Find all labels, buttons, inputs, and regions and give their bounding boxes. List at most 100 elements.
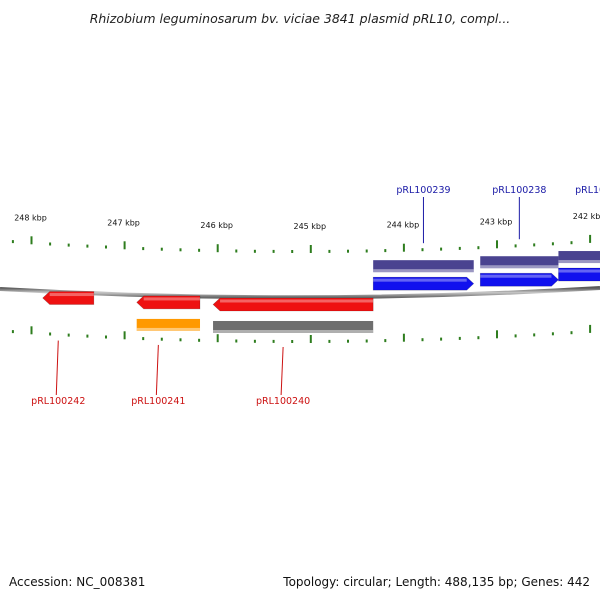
ruler-tick <box>160 337 163 341</box>
gene-arrow-highlight <box>143 297 201 301</box>
ruler-tick <box>347 249 349 253</box>
accession-text: Accession: NC_008381 <box>9 575 145 589</box>
feature-bar-prl100240 <box>213 320 374 333</box>
gene-arrow-prl100241[interactable] <box>136 295 201 310</box>
gene-arrow-prl100242[interactable] <box>42 291 95 305</box>
ruler-tick <box>421 338 424 342</box>
ruler-tick <box>272 249 275 253</box>
ruler-tick <box>123 241 126 250</box>
ruler-tick <box>123 331 126 340</box>
ruler-tick <box>216 334 219 343</box>
ruler-tick <box>384 249 387 253</box>
ruler-tick <box>309 245 312 253</box>
ruler-label-248: 248 kbp <box>14 213 47 222</box>
feature-bar-prl100241 <box>136 318 201 331</box>
ruler-label-245: 245 kbp <box>293 222 326 231</box>
ruler-tick <box>179 338 182 342</box>
ruler-tick <box>67 333 70 337</box>
ruler-tick <box>105 245 107 249</box>
ruler-tick <box>421 248 424 252</box>
ruler-tick <box>11 330 14 334</box>
feature-bar-prl100239 <box>373 260 474 273</box>
ruler-tick <box>49 332 52 336</box>
ruler-tick <box>198 338 201 342</box>
ruler-tick <box>253 249 256 253</box>
ruler-labels: 248 kbp 247 kbp 246 kbp 245 kbp 244 kbp 243 k… <box>14 212 600 231</box>
ruler-tick <box>477 336 480 340</box>
ruler-label-243: 243 kbp <box>480 217 513 226</box>
feature-bar-prl100238 <box>480 256 559 269</box>
ruler-tick <box>105 335 107 339</box>
ruler-tick <box>514 244 517 248</box>
gene-arrow-highlight <box>49 293 94 297</box>
gene-label-prl100241[interactable]: pRL100241 <box>131 396 185 407</box>
ruler-tick <box>533 243 536 247</box>
ruler-tick <box>589 234 592 243</box>
ruler-tick <box>67 243 70 247</box>
ruler-tick <box>142 337 145 341</box>
ruler-tick <box>235 249 238 253</box>
feature-bar-shine <box>373 269 474 273</box>
feature-bar-shine <box>213 329 374 333</box>
ruler-tick <box>384 339 387 343</box>
gene-arrow-highlight <box>220 299 374 303</box>
gene-label-prl100239[interactable]: pRL100239 <box>396 185 450 196</box>
gene-label-prl100238[interactable]: pRL100238 <box>492 185 546 196</box>
gene-labels: pRL100242 pRL100241 pRL100240 pRL100239 pRL1… <box>31 185 600 407</box>
gene-label-prl100240[interactable]: pRL100240 <box>256 396 310 407</box>
ruler-tick <box>160 247 163 251</box>
ruler-tick <box>86 334 89 338</box>
gene-arrow-prl100237[interactable] <box>558 267 600 282</box>
gene-arrow-prl100238[interactable] <box>479 272 559 287</box>
ruler-tick <box>198 248 201 252</box>
gene-track <box>42 251 600 333</box>
gene-label-prl100242[interactable]: pRL100242 <box>31 396 85 407</box>
ruler-tick <box>328 249 331 253</box>
ruler-tick <box>440 337 443 341</box>
ruler-tick <box>402 333 405 342</box>
ruler-tick <box>272 339 275 343</box>
ruler-tick <box>309 335 312 343</box>
ruler-tick <box>458 336 461 340</box>
feature-bar-shine <box>136 327 201 331</box>
ruler-label-244: 244 kbp <box>387 221 420 230</box>
ruler-tick <box>11 240 14 244</box>
ruler-tick <box>49 242 52 246</box>
ruler-label-247: 247 kbp <box>107 218 140 227</box>
gene-arrow-highlight <box>480 274 552 278</box>
ruler-label-242: 242 kbp <box>573 212 600 221</box>
ruler-tick <box>30 236 33 245</box>
gene-arrow-prl100239[interactable] <box>372 276 475 291</box>
gene-arrow-highlight <box>558 269 600 273</box>
upper-tick-track <box>11 234 592 253</box>
ruler-tick <box>533 333 536 337</box>
ruler-tick <box>514 334 517 338</box>
ruler-tick <box>551 332 554 336</box>
ruler-tick <box>179 248 182 252</box>
label-leader-line <box>55 340 59 396</box>
ruler-tick <box>477 246 480 250</box>
ruler-tick <box>365 249 368 253</box>
ruler-tick <box>291 250 294 253</box>
gene-arrow-highlight <box>373 278 467 282</box>
ruler-tick <box>570 331 573 335</box>
feature-bar-shine <box>558 260 600 264</box>
label-leader-line <box>155 344 159 396</box>
ruler-tick <box>253 339 256 343</box>
ruler-label-246: 246 kbp <box>200 221 233 230</box>
lower-tick-track <box>11 324 592 343</box>
ruler-tick <box>496 240 498 249</box>
gene-arrow-prl100240[interactable] <box>212 297 374 312</box>
ruler-tick <box>496 330 498 339</box>
label-leader-line <box>280 346 284 396</box>
ruler-tick <box>86 244 89 248</box>
ruler-tick <box>402 243 405 252</box>
map-title: Rhizobium leguminosarum bv. viciae 3841 … <box>90 11 511 26</box>
ruler-tick <box>235 339 238 343</box>
gene-label-prl100237[interactable]: pRL100237 <box>575 185 600 196</box>
ruler-tick <box>291 340 294 343</box>
ruler-tick <box>551 242 554 246</box>
ruler-tick <box>142 247 145 251</box>
ruler-tick <box>216 244 219 253</box>
